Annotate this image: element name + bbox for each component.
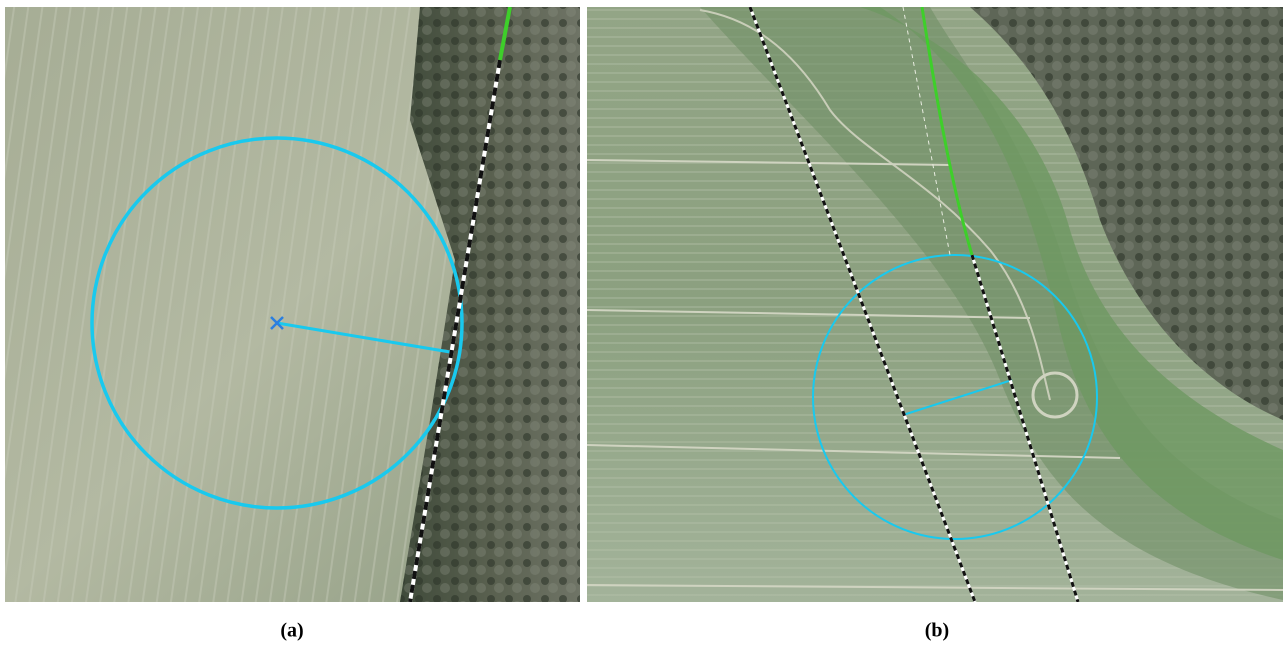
panel-label: (b) bbox=[925, 620, 949, 642]
panel-a-image bbox=[5, 7, 580, 602]
figure: (a) (b) bbox=[0, 0, 1283, 646]
page: (a) (b) (() => { const data = JSON.parse… bbox=[0, 0, 1283, 646]
panel-label: (a) bbox=[280, 620, 303, 642]
panel-b-image bbox=[587, 7, 1283, 602]
